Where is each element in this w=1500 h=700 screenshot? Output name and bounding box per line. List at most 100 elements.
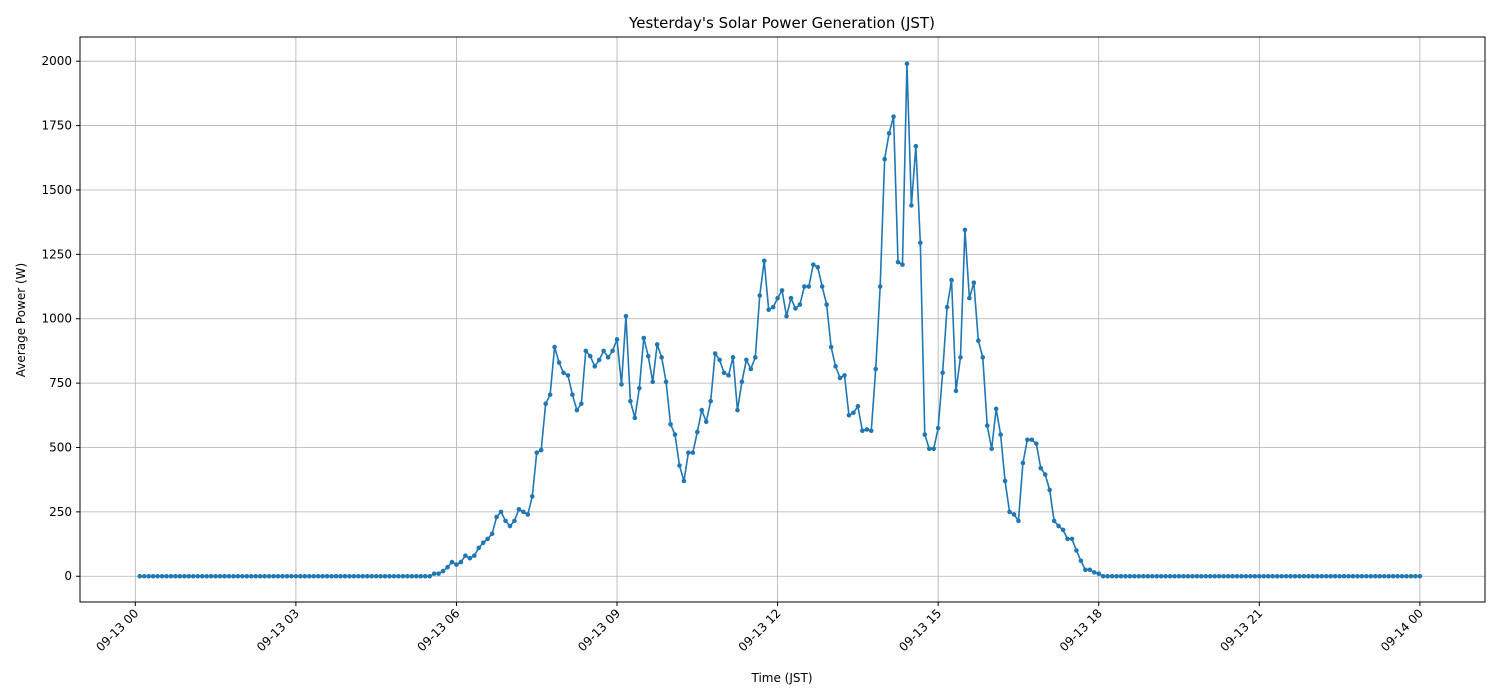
data-point: [909, 203, 914, 208]
data-point: [543, 401, 548, 407]
data-point: [306, 573, 312, 579]
data-point: [1078, 558, 1084, 564]
data-point: [427, 573, 432, 579]
data-point: [467, 555, 473, 561]
data-point: [1105, 573, 1110, 579]
data-point: [217, 573, 223, 579]
data-point: [329, 573, 334, 579]
data-point: [1025, 437, 1030, 443]
data-point: [565, 373, 571, 378]
data-point: [529, 494, 535, 499]
data-point: [976, 338, 981, 343]
data-point: [681, 478, 687, 484]
data-point: [1212, 573, 1218, 579]
data-point: [993, 406, 999, 412]
data-point: [1033, 441, 1039, 446]
data-point: [458, 559, 464, 565]
data-point: [1176, 573, 1182, 579]
data-point: [498, 509, 504, 515]
data-point: [1399, 573, 1405, 579]
y-tick-label: 1000: [41, 312, 72, 326]
data-point: [1319, 573, 1325, 579]
data-point: [1417, 573, 1423, 579]
data-point: [1145, 573, 1151, 579]
data-point: [186, 573, 192, 579]
data-point: [311, 573, 317, 579]
data-point: [1364, 573, 1369, 579]
data-point: [596, 357, 602, 363]
data-point: [1314, 573, 1320, 579]
data-point: [842, 373, 847, 378]
data-point: [918, 240, 923, 246]
data-point: [721, 370, 727, 376]
data-point: [998, 432, 1003, 437]
data-point: [1377, 573, 1383, 579]
data-point: [182, 573, 187, 579]
y-tick-label: 250: [49, 505, 72, 519]
data-point: [231, 573, 236, 579]
data-point: [784, 313, 789, 319]
data-point: [1207, 573, 1213, 579]
data-point: [1306, 573, 1311, 579]
data-point: [819, 284, 825, 289]
data-point: [619, 382, 624, 387]
data-point: [668, 422, 673, 427]
data-point: [574, 407, 580, 413]
data-point: [1114, 573, 1119, 579]
data-point: [1310, 573, 1316, 579]
data-point: [1056, 523, 1061, 529]
data-point: [895, 259, 901, 265]
data-point: [422, 573, 428, 579]
data-point: [579, 401, 584, 407]
data-point: [431, 571, 437, 576]
data-point: [556, 360, 562, 365]
data-point: [1221, 573, 1226, 579]
data-point: [659, 355, 664, 360]
data-point: [534, 450, 540, 455]
data-point: [828, 344, 834, 350]
data-point: [926, 446, 932, 452]
data-point: [900, 262, 905, 267]
data-point: [168, 573, 174, 579]
data-point: [463, 553, 468, 558]
data-point: [275, 573, 281, 579]
data-point: [155, 573, 160, 579]
data-point: [570, 392, 575, 397]
data-point: [1011, 512, 1017, 517]
data-point: [775, 295, 780, 301]
data-point: [1074, 548, 1079, 553]
data-point: [810, 262, 816, 267]
data-point: [1016, 518, 1021, 524]
data-point: [744, 357, 749, 363]
data-point: [1007, 509, 1012, 515]
data-point: [726, 373, 731, 378]
data-point: [1386, 573, 1391, 579]
data-point: [904, 61, 910, 67]
data-point: [280, 573, 285, 579]
data-point: [320, 573, 325, 579]
data-point: [949, 277, 954, 283]
data-point: [1328, 573, 1333, 579]
data-point: [1225, 573, 1231, 579]
data-point: [445, 564, 450, 570]
data-point: [195, 573, 201, 579]
data-point: [610, 348, 615, 354]
data-point: [940, 370, 945, 376]
data-point: [663, 379, 669, 385]
data-point: [1149, 573, 1155, 579]
data-point: [1395, 573, 1400, 579]
data-point: [712, 351, 718, 356]
data-point: [338, 573, 343, 579]
data-point: [1346, 573, 1351, 579]
data-point: [525, 512, 531, 517]
data-point: [672, 432, 678, 437]
data-point: [516, 506, 522, 512]
data-point: [1118, 573, 1124, 579]
data-point: [1301, 573, 1307, 579]
data-point: [601, 348, 606, 354]
data-point: [364, 573, 370, 579]
data-point: [592, 364, 598, 369]
data-point: [846, 412, 852, 418]
data-point: [1381, 573, 1387, 579]
